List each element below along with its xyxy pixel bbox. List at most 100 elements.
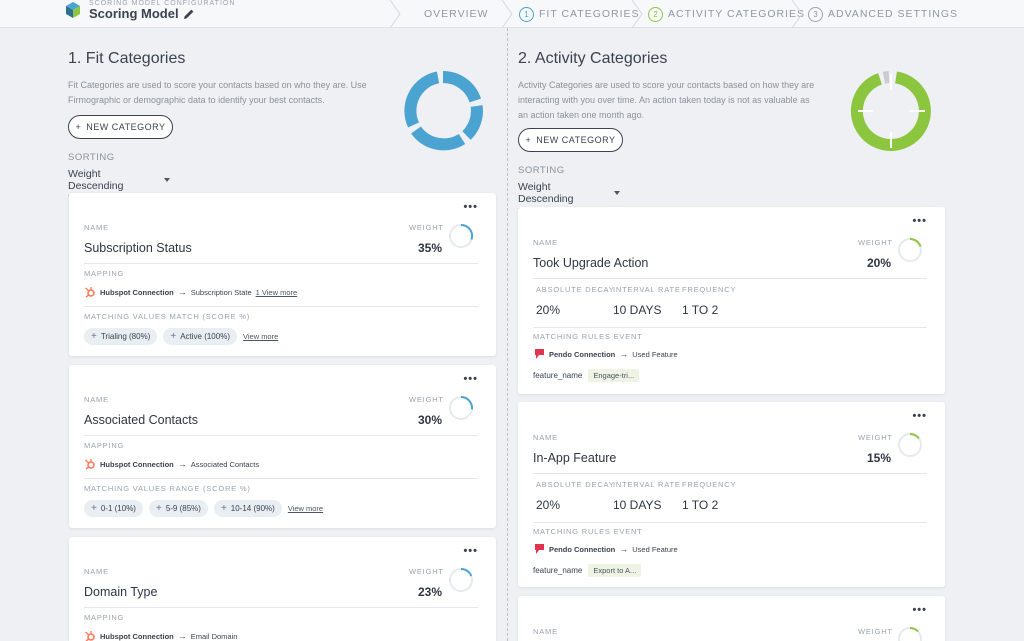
name-label: NAME	[84, 223, 109, 232]
divider	[533, 327, 927, 328]
feature-key: feature_name	[533, 566, 583, 575]
plus-icon: +	[75, 122, 82, 132]
mapping-field: Subscription State	[190, 287, 252, 297]
fit-category-card[interactable]: ••• NAME WEIGHT Subscription Status 35% …	[69, 193, 496, 356]
activity-sorting-label: SORTING	[518, 165, 565, 176]
more-options-icon[interactable]: •••	[463, 373, 478, 385]
interval-label: INTERVAL RATE	[613, 285, 681, 294]
activity-new-category-button[interactable]: + NEW CATEGORY	[518, 128, 623, 152]
mapping-field: Associated Contacts	[190, 459, 260, 469]
more-options-icon[interactable]: •••	[912, 410, 927, 422]
name-label: NAME	[84, 567, 109, 576]
step-overview[interactable]: OVERVIEW	[424, 0, 488, 28]
mapping-row: Hubspot Connection → Associated Contacts	[84, 458, 259, 470]
step-advanced-settings[interactable]: 3 ADVANCED SETTINGS	[808, 0, 958, 28]
fit-category-card[interactable]: ••• NAME WEIGHT Associated Contacts 30% …	[69, 365, 496, 528]
more-options-icon[interactable]: •••	[912, 604, 927, 616]
plus-icon: +	[170, 331, 177, 342]
more-options-icon[interactable]: •••	[912, 215, 927, 227]
mapping-field: Email Domain	[190, 631, 238, 641]
name-label: NAME	[533, 627, 558, 636]
frequency-value: 1 TO 2	[682, 498, 719, 512]
fit-new-category-button[interactable]: + NEW CATEGORY	[68, 115, 173, 139]
model-title[interactable]: Scoring Model	[89, 6, 195, 21]
value-chip[interactable]: + Trialing (80%)	[84, 328, 158, 345]
weight-ring-icon	[449, 223, 474, 248]
step-number: 3	[808, 6, 823, 22]
view-more-link[interactable]: 1 View more	[255, 287, 298, 297]
chip-row: + Trialing (80%) + Active (100%) View more	[84, 328, 278, 345]
category-name: Domain Type	[84, 585, 158, 599]
more-options-icon[interactable]: •••	[463, 201, 478, 213]
activity-summary-donut	[850, 71, 931, 151]
arrow-right-icon: →	[619, 349, 629, 359]
step-fit-categories[interactable]: 1 FIT CATEGORIES	[519, 0, 640, 28]
value-chip[interactable]: + Active (100%)	[163, 328, 237, 345]
event-row: Pendo Connection → Used Feature	[533, 348, 678, 360]
value-chip[interactable]: +5-9 (85%)	[148, 500, 208, 517]
more-options-icon[interactable]: •••	[463, 545, 478, 557]
category-weight: 20%	[866, 256, 891, 270]
fit-new-category-label: NEW CATEGORY	[86, 122, 166, 132]
category-name: Subscription Status	[84, 241, 192, 255]
arrow-right-icon: →	[177, 631, 187, 641]
weight-label: WEIGHT	[858, 433, 893, 442]
pendo-icon	[535, 544, 544, 554]
hubspot-icon	[85, 287, 95, 298]
feature-row: feature_name Export to A...	[533, 564, 642, 577]
weight-label: WEIGHT	[409, 223, 444, 232]
category-name: Associated Contacts	[84, 413, 198, 427]
activity-sorting-value: Weight Descending	[518, 181, 574, 205]
plus-icon: +	[525, 135, 532, 145]
value-chip[interactable]: +0-1 (10%)	[84, 500, 143, 517]
decay-label: ABSOLUTE DECAY	[536, 285, 615, 294]
category-name: Took Upgrade Action	[533, 256, 649, 270]
activity-category-card[interactable]: ••• NAME WEIGHT	[518, 596, 945, 641]
value-chip[interactable]: +10-14 (90%)	[213, 500, 282, 517]
activity-sorting-select[interactable]: Weight Descending	[518, 181, 620, 209]
activity-category-card[interactable]: ••• NAME WEIGHT In-App Feature 15% ABSOL…	[518, 402, 945, 587]
decay-label: ABSOLUTE DECAY	[536, 480, 615, 489]
pencil-icon[interactable]	[183, 8, 195, 20]
event-row: Pendo Connection → Used Feature	[533, 543, 678, 555]
frequency-label: FREQUENCY	[682, 480, 737, 489]
chip-label: Trialing (80%)	[100, 332, 151, 341]
divider	[533, 522, 927, 523]
fit-sorting-select[interactable]: Weight Descending	[68, 168, 170, 196]
feature-value-chip[interactable]: Engage-tri...	[588, 369, 640, 382]
category-weight: 23%	[417, 585, 442, 599]
divider	[84, 607, 478, 608]
activity-category-card[interactable]: ••• NAME WEIGHT Took Upgrade Action 20% …	[518, 207, 945, 394]
view-more-link[interactable]: View more	[287, 504, 324, 513]
interval-value: 10 DAYS	[613, 498, 662, 512]
view-more-link[interactable]: View more	[242, 332, 279, 341]
step-advanced-label: ADVANCED SETTINGS	[828, 8, 958, 20]
step-overview-label: OVERVIEW	[424, 8, 489, 20]
chip-label: Active (100%)	[180, 332, 230, 341]
divider	[533, 278, 927, 279]
name-label: NAME	[533, 238, 558, 247]
category-name: In-App Feature	[533, 451, 617, 465]
hubspot-icon	[85, 631, 95, 641]
name-label: NAME	[84, 395, 109, 404]
weight-ring-icon	[449, 396, 473, 420]
weight-ring-icon	[898, 627, 922, 641]
step-activity-categories[interactable]: 2 ACTIVITY CATEGORIES	[648, 0, 805, 28]
decay-value: 20%	[536, 498, 561, 512]
feature-row: feature_name Engage-tri...	[533, 369, 640, 382]
fit-sorting-label: SORTING	[68, 152, 115, 163]
model-title-text: Scoring Model	[89, 6, 179, 21]
fit-category-card[interactable]: ••• NAME WEIGHT Domain Type 23% MAPPING …	[69, 537, 496, 641]
fit-description: Fit Categories are used to score your co…	[68, 80, 367, 105]
pendo-icon	[535, 349, 544, 359]
event-label: MATCHING RULES EVENT	[533, 527, 643, 536]
feature-value-chip[interactable]: Export to A...	[588, 564, 642, 577]
app-logo-icon	[66, 2, 80, 18]
chevron-down-icon	[614, 191, 620, 195]
column-divider	[507, 28, 508, 641]
weight-label: WEIGHT	[858, 627, 893, 636]
step-number: 1	[519, 6, 534, 22]
divider	[84, 263, 478, 264]
interval-value: 10 DAYS	[613, 303, 662, 317]
weight-ring-icon	[898, 237, 922, 262]
